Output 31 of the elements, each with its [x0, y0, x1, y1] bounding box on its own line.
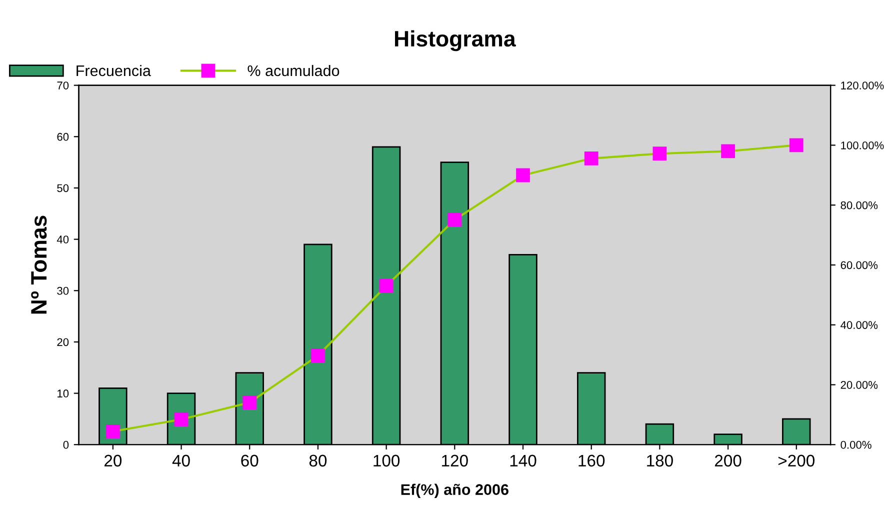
- x-tick-label: 100: [374, 454, 400, 467]
- x-tick-label: 40: [172, 454, 190, 467]
- y2-tick-label: 20.00%: [840, 381, 878, 389]
- x-tick-label: 160: [578, 454, 605, 467]
- y2-tick-label: 40.00%: [840, 321, 878, 329]
- y2-tick-label: 100.00%: [841, 141, 884, 150]
- x-tick-label: >200: [778, 454, 815, 467]
- x-tick-label: 200: [714, 454, 742, 467]
- y-tick-label: 30: [57, 286, 69, 295]
- x-tick-label: 80: [309, 454, 327, 467]
- x-tick-label: 140: [510, 454, 536, 467]
- y-tick-label: 0: [63, 440, 69, 449]
- y-axis-title: Nº Tomas: [31, 216, 47, 314]
- y-tick-label: 10: [58, 390, 69, 398]
- y2-tick-label: 0.00%: [840, 440, 872, 449]
- x-tick-label: 180: [647, 454, 673, 467]
- y-tick-label: 20: [57, 338, 69, 346]
- y2-tick-label: 60.00%: [840, 261, 878, 270]
- legend-label: Frecuencia: [76, 64, 151, 76]
- y-tick-label: 60: [57, 132, 69, 141]
- x-tick-label: 60: [241, 454, 258, 467]
- y2-tick-label: 120.00%: [841, 82, 884, 90]
- x-tick-label: 120: [442, 454, 468, 467]
- legend-label: % acumulado: [248, 64, 340, 76]
- x-tick-label: 20: [104, 454, 122, 467]
- y-tick-label: 70: [57, 82, 69, 90]
- x-axis-title: Ef(%) año 2006: [401, 484, 508, 498]
- y-tick-label: 50: [57, 184, 69, 192]
- y-tick-label: 40: [56, 236, 69, 244]
- chart-title: Histograma: [395, 30, 516, 52]
- y2-tick-label: 80.00%: [840, 201, 878, 210]
